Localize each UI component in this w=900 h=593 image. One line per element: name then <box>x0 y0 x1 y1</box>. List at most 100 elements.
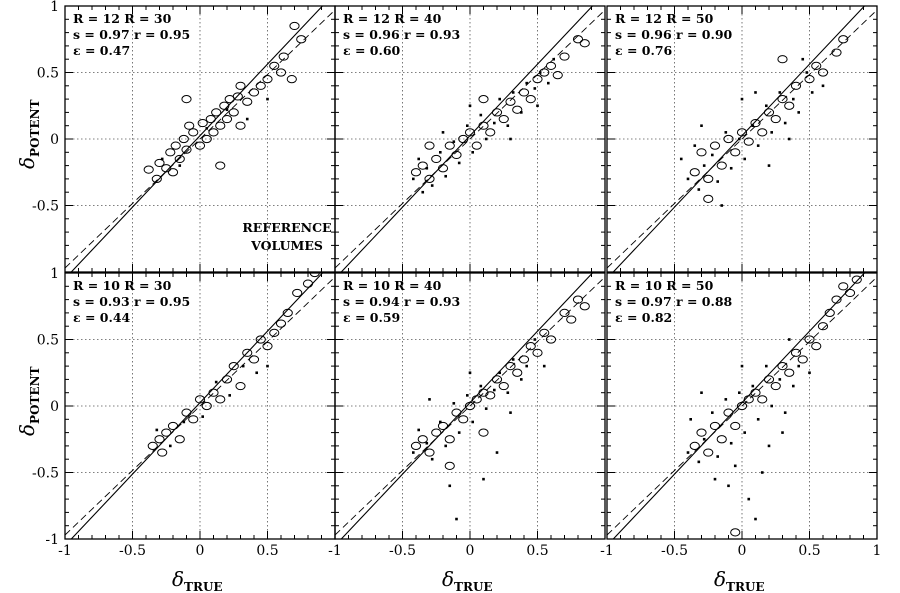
panel-1-0: -1 -0.5 0 0.5 1 -1 -0.5 0 0.5 R = 10 R = 30s = 0.… <box>32 266 336 559</box>
data-point-dot <box>525 81 528 85</box>
data-point-circle <box>269 328 280 337</box>
data-point-circle <box>248 88 260 97</box>
data-point-dot <box>266 97 269 101</box>
data-point-circle <box>545 335 557 344</box>
fit-line-dashed <box>335 276 605 536</box>
data-point-circle <box>188 128 199 137</box>
data-point-dot <box>225 108 229 112</box>
data-point-dot <box>482 477 485 481</box>
data-point-dot <box>441 131 445 134</box>
data-point-dot <box>457 161 461 165</box>
annotation-epsilon: ε = 0.47 <box>73 43 130 58</box>
annotation-radii: R = 12 R = 40 <box>343 11 442 26</box>
data-point-circle <box>174 154 185 164</box>
data-point-dot <box>214 380 218 384</box>
data-point-circle <box>451 150 462 160</box>
x-tick-label: 0.5 <box>798 543 820 559</box>
panel-0-1: R = 12 R = 40s = 0.96 r = 0.93ε = 0.60 <box>334 5 606 273</box>
data-point-dot <box>533 87 537 90</box>
data-point-dot <box>425 166 429 170</box>
data-point-circle <box>262 342 273 351</box>
data-point-dot <box>729 166 733 170</box>
points <box>410 295 590 521</box>
data-point-circle <box>709 141 721 150</box>
data-point-dot <box>412 451 415 454</box>
data-point-dot <box>808 371 811 375</box>
data-point-circle <box>255 335 266 344</box>
data-point-circle <box>228 362 239 371</box>
data-point-circle <box>770 381 781 391</box>
data-point-dot <box>536 104 539 108</box>
annotation-epsilon: ε = 0.60 <box>343 43 401 58</box>
panel-label-line1: REFERENCE <box>242 220 331 235</box>
data-point-circle <box>161 164 172 173</box>
data-point-circle <box>736 128 748 137</box>
data-point-circle <box>763 375 775 384</box>
data-point-dot <box>756 418 760 421</box>
x-tick-label: 0.5 <box>526 543 548 559</box>
data-point-circle <box>763 108 775 117</box>
points <box>686 275 862 537</box>
data-point-circle <box>539 328 550 337</box>
data-point-circle <box>275 68 287 77</box>
data-point-circle <box>817 322 829 331</box>
data-point-dot <box>738 137 741 141</box>
data-point-circle <box>248 355 260 364</box>
data-point-dot <box>702 437 706 441</box>
data-point-dot <box>783 411 787 414</box>
annotation-epsilon: ε = 0.44 <box>73 310 131 325</box>
data-point-circle <box>147 441 158 450</box>
data-point-dot <box>533 338 537 341</box>
data-point-circle <box>498 114 509 124</box>
data-point-dot <box>686 451 690 454</box>
data-point-dot <box>697 460 701 464</box>
data-point-dot <box>733 464 737 468</box>
data-point-circle <box>757 395 768 404</box>
data-point-circle <box>485 128 496 137</box>
data-point-circle <box>579 39 590 48</box>
data-point-dot <box>498 97 501 101</box>
data-point-dot <box>797 364 800 368</box>
data-point-circle <box>417 435 428 444</box>
data-point-circle <box>844 288 856 298</box>
data-point-dot <box>787 137 791 141</box>
annotation-radii: R = 12 R = 50 <box>615 11 714 26</box>
data-point-circle <box>437 164 449 173</box>
data-point-dot <box>724 398 728 401</box>
data-point-circle <box>451 408 462 417</box>
data-point-dot <box>205 127 209 130</box>
data-point-circle <box>471 395 482 404</box>
data-point-dot <box>412 177 415 181</box>
y-tick-label: 0.5 <box>37 66 59 82</box>
data-point-circle <box>512 368 523 377</box>
data-point-dot <box>743 431 746 434</box>
data-point-dot <box>700 391 703 394</box>
data-point-circle <box>505 362 516 371</box>
data-point-circle <box>458 415 469 424</box>
x-tick-label: -1 <box>328 543 342 559</box>
data-point-dot <box>552 57 555 61</box>
data-point-dot <box>679 157 683 161</box>
data-point-circle <box>215 161 226 170</box>
y-tick-label: 1 <box>50 266 59 282</box>
data-point-dot <box>421 190 425 194</box>
annotation-radii: R = 10 R = 30 <box>73 278 172 293</box>
data-point-dot <box>506 391 510 394</box>
data-point-circle <box>170 141 181 150</box>
data-point-circle <box>572 35 584 44</box>
data-point-circle <box>181 408 192 417</box>
annotation-slope-corr: s = 0.96 r = 0.90 <box>615 27 733 42</box>
data-point-circle <box>431 428 442 437</box>
data-point-circle <box>255 81 266 90</box>
data-point-circle <box>235 381 246 391</box>
data-point-circle <box>784 368 795 377</box>
reference-lines <box>65 6 335 272</box>
data-point-circle <box>730 148 741 157</box>
data-point-dot <box>767 164 771 167</box>
data-point-circle <box>498 381 509 391</box>
plot-frame <box>606 272 878 540</box>
data-point-dot <box>439 151 442 154</box>
y-tick-label: -1 <box>45 532 59 548</box>
data-point-circle <box>154 158 165 168</box>
data-point-circle <box>817 68 829 77</box>
